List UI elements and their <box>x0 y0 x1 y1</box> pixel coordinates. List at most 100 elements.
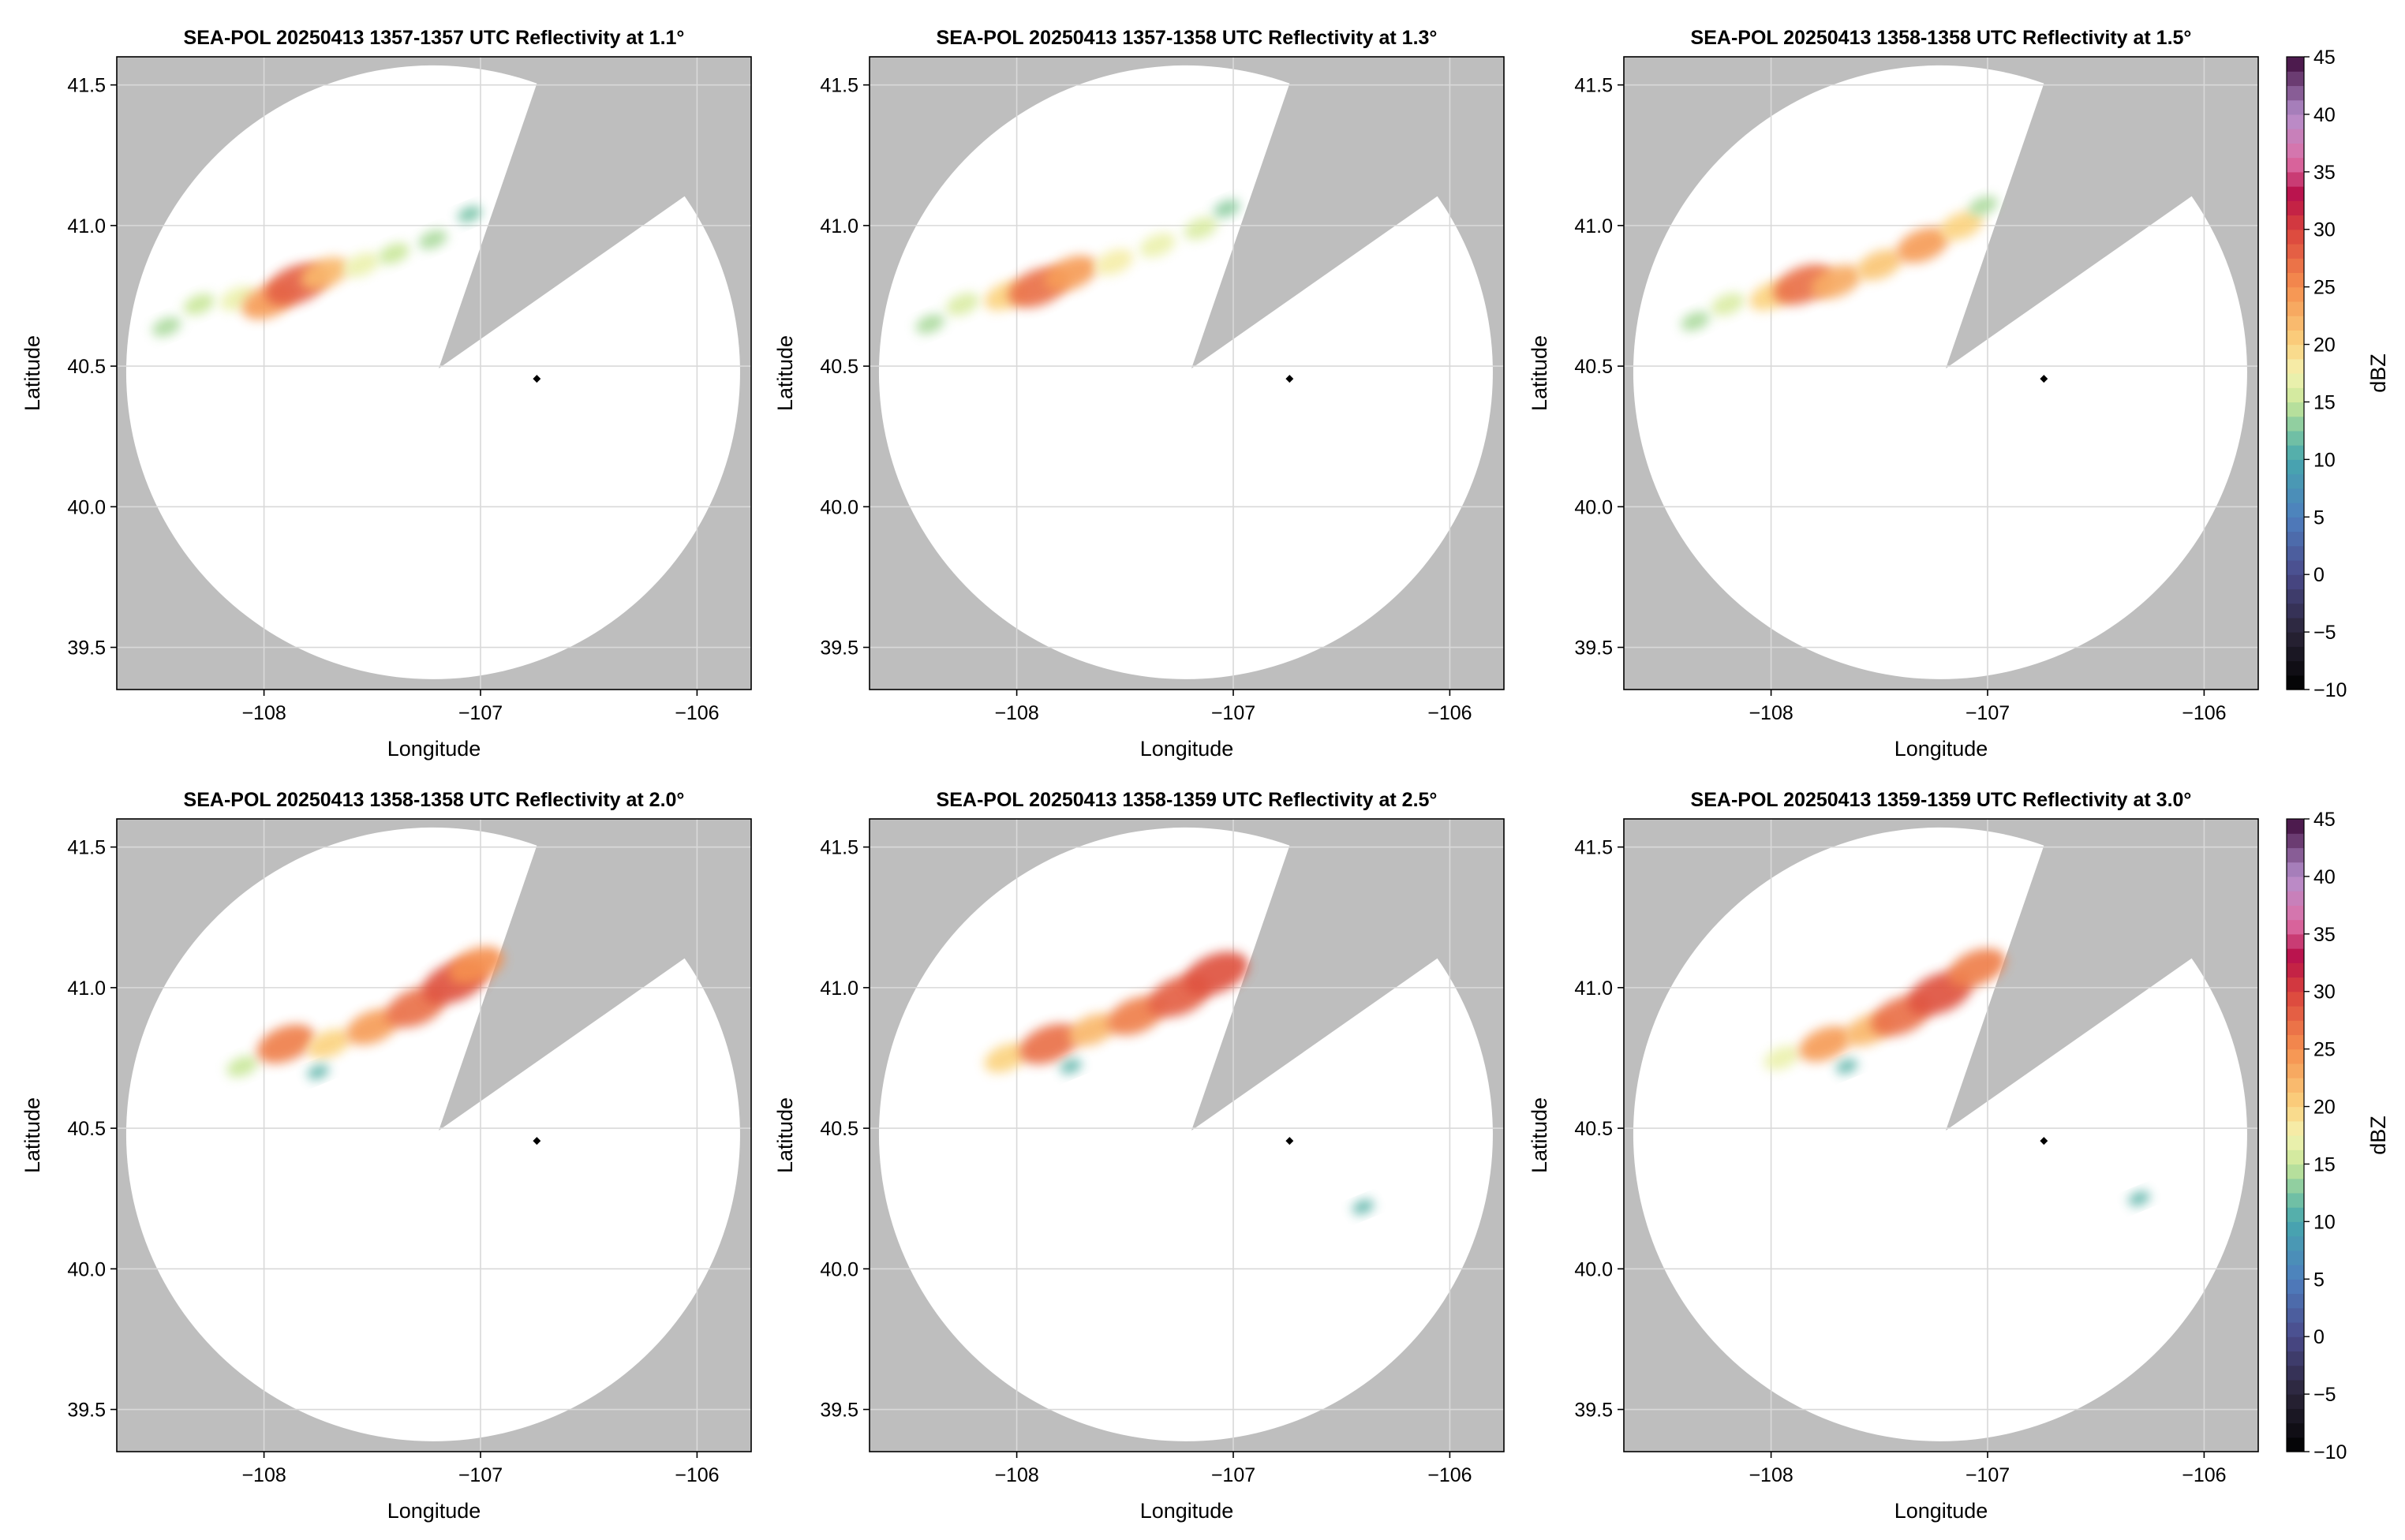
colorbar-tick-label: 40 <box>2313 104 2336 126</box>
radar-panel-2: −108 −107 −106 39.5 40.0 40.5 41.0 41.5 SEA-POL … <box>773 27 1505 761</box>
y-tick-label: 40.0 <box>67 1258 106 1280</box>
colorbar-2: 45 40 35 30 25 20 15 10 5 0 −5 −10 dBZ <box>2286 809 2390 1463</box>
colorbar-segment <box>2287 1048 2304 1064</box>
colorbar-tick-label: 35 <box>2313 162 2336 184</box>
radar-coverage-area <box>878 65 1493 679</box>
colorbar-segment <box>2287 143 2304 159</box>
colorbar-tick-label: 30 <box>2313 981 2336 1004</box>
gridlines <box>870 57 1504 690</box>
colorbar-segment <box>2287 301 2304 316</box>
y-tick-label: 40.5 <box>820 1118 858 1140</box>
colorbar-segment <box>2287 847 2304 863</box>
colorbar-segment <box>2287 344 2304 360</box>
colorbar-segment <box>2287 57 2304 72</box>
panel-title: SEA-POL 20250413 1357-1357 UTC Reflectiv… <box>184 27 685 49</box>
y-tick-label: 41.5 <box>67 837 106 859</box>
colorbar-segment <box>2287 171 2304 187</box>
colorbar-tick-label: 15 <box>2313 1153 2336 1176</box>
reflectivity-echo <box>1947 948 2006 988</box>
colorbar-segment <box>2287 258 2304 274</box>
colorbar-segment <box>2287 1293 2304 1309</box>
colorbar-segment <box>2287 129 2304 144</box>
reflectivity-echo <box>226 1056 258 1078</box>
colorbar-segment <box>2287 272 2304 288</box>
radar-coverage-area <box>1633 65 2247 679</box>
colorbar-segment <box>2287 316 2304 331</box>
colorbar-segment <box>2287 1063 2304 1078</box>
colorbar-tick-label: 15 <box>2313 391 2336 413</box>
y-tick-label: 40.0 <box>1574 496 1613 518</box>
colorbar-segment <box>2287 1221 2304 1237</box>
reflectivity-echoes <box>151 206 482 337</box>
gridlines <box>870 819 1504 1452</box>
colorbar-segment <box>2287 1279 2304 1295</box>
reflectivity-echo <box>1044 255 1098 292</box>
plot-frame <box>869 818 1505 1452</box>
colorbar-tick-label: 5 <box>2313 506 2325 529</box>
reflectivity-echo <box>1352 1199 1375 1215</box>
colorbar-segment <box>2287 876 2304 891</box>
plot-frame <box>1623 56 2259 690</box>
x-tick-label: −107 <box>458 1464 503 1486</box>
colorbar-segment <box>2287 200 2304 216</box>
colorbar-tick-label: −10 <box>2313 679 2347 701</box>
y-axis-label: Latitude <box>1528 335 1551 411</box>
colorbar-segment <box>2287 503 2304 518</box>
colorbar-segment <box>2287 545 2304 561</box>
colorbar-frame <box>2286 818 2305 1452</box>
colorbar-segment <box>2287 1379 2304 1395</box>
colorbar-tick-label: 10 <box>2313 449 2336 471</box>
colorbar-segment <box>2287 402 2304 417</box>
colorbar-segment <box>2287 387 2304 403</box>
colorbar-segment <box>2287 1178 2304 1194</box>
colorbar-segment <box>2287 833 2304 849</box>
y-tick-label: 41.0 <box>67 215 106 237</box>
colorbar-segment <box>2287 933 2304 949</box>
colorbar-segment <box>2287 1106 2304 1122</box>
plot-frame <box>116 818 752 1452</box>
radar-site-marker <box>2040 375 2048 383</box>
reflectivity-echo <box>346 1009 399 1045</box>
panel-title: SEA-POL 20250413 1358-1359 UTC Reflectiv… <box>937 789 1438 811</box>
colorbar-tick-label: 40 <box>2313 866 2336 888</box>
plot-frame <box>869 56 1505 690</box>
colorbar-segment <box>2287 1250 2304 1265</box>
gridlines <box>1624 819 2258 1452</box>
y-tick-label: 40.5 <box>1574 1118 1613 1140</box>
radar-site-marker <box>533 375 541 383</box>
y-tick-label: 40.0 <box>820 496 858 518</box>
radar-panel-3: −108 −107 −106 39.5 40.0 40.5 41.0 41.5 SEA-POL … <box>1528 27 2259 761</box>
colorbar-tick-label: 5 <box>2313 1269 2325 1291</box>
colorbar-segment <box>2287 1235 2304 1251</box>
y-tick-label: 41.0 <box>820 215 858 237</box>
colorbar-segment <box>2287 1192 2304 1208</box>
colorbar-segment <box>2287 1408 2304 1424</box>
colorbar-tick-label: −10 <box>2313 1441 2347 1463</box>
colorbar-tick-label: 20 <box>2313 335 2336 357</box>
x-tick-label: −107 <box>1211 1464 1255 1486</box>
x-tick-label: −106 <box>1427 702 1472 724</box>
x-axis-label: Longitude <box>1140 737 1234 761</box>
colorbar-segment <box>2287 1092 2304 1108</box>
colorbar-tick-label: 35 <box>2313 924 2336 946</box>
colorbar-segment <box>2287 1120 2304 1136</box>
y-axis-label: Latitude <box>21 335 44 411</box>
colorbar-segment <box>2287 1321 2304 1337</box>
colorbar-frame <box>2286 56 2305 690</box>
reflectivity-echo <box>1060 1059 1082 1074</box>
reflectivity-echo <box>1856 249 1902 281</box>
x-tick-label: −106 <box>675 1464 719 1486</box>
colorbar-segment <box>2287 186 2304 201</box>
colorbar-segment <box>2287 1422 2304 1438</box>
reflectivity-echo <box>256 1024 315 1063</box>
colorbar-segment <box>2287 1207 2304 1222</box>
reflectivity-echo <box>1711 293 1745 316</box>
radar-coverage-area <box>125 827 740 1441</box>
y-tick-label: 39.5 <box>820 1400 858 1422</box>
reflectivity-echo <box>1681 311 1710 331</box>
y-tick-label: 40.5 <box>67 1118 106 1140</box>
colorbar-segment <box>2287 1336 2304 1352</box>
reflectivity-echo <box>307 1064 329 1080</box>
radar-panel-1: −108 −107 −106 39.5 40.0 40.5 41.0 41.5 SEA-POL … <box>21 27 752 761</box>
colorbar-segment <box>2287 1005 2304 1021</box>
